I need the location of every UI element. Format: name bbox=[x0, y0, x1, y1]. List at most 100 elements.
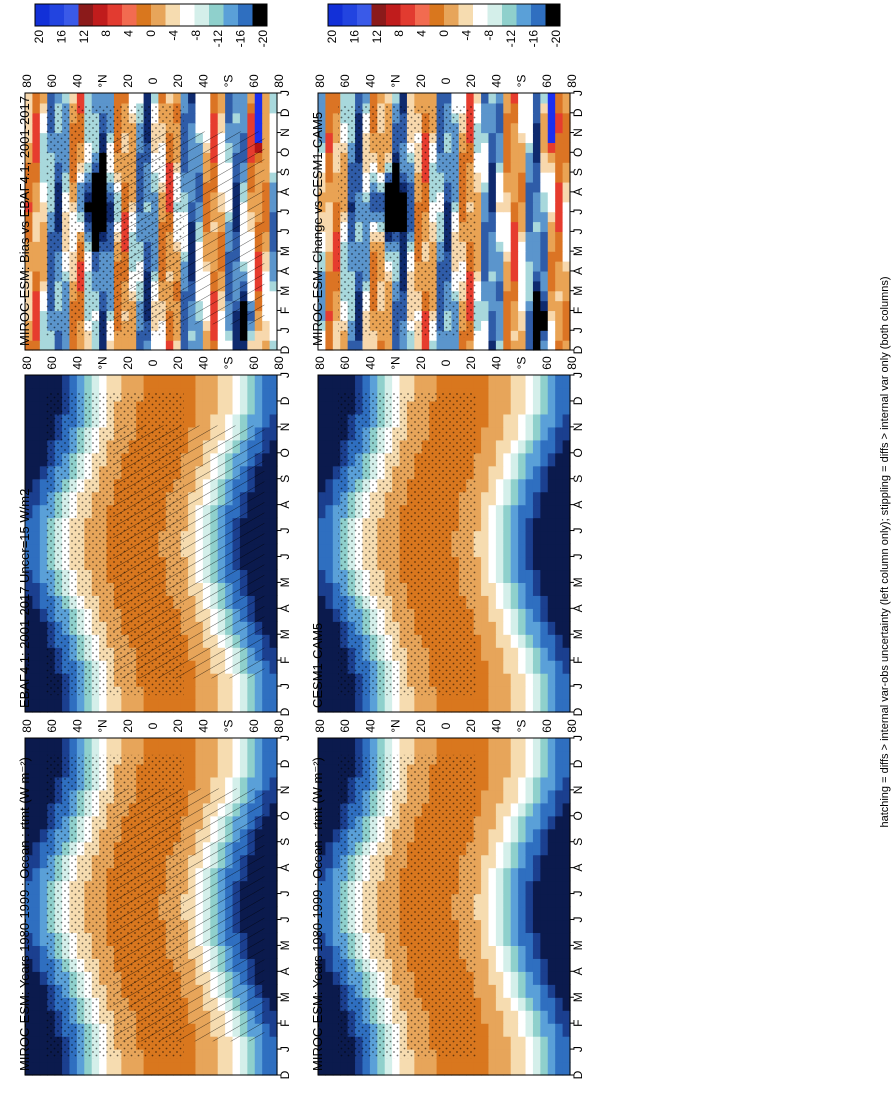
heat-cell bbox=[318, 320, 327, 331]
heat-cell bbox=[495, 621, 504, 635]
heat-cell bbox=[540, 400, 549, 415]
heat-cell bbox=[32, 112, 41, 124]
heat-cell bbox=[473, 491, 482, 506]
heat-cell bbox=[39, 634, 48, 648]
heat-cell bbox=[269, 880, 278, 895]
heat-cell bbox=[269, 231, 278, 242]
heat-cell bbox=[503, 750, 512, 765]
heat-cell bbox=[247, 400, 256, 415]
heat-cell bbox=[540, 673, 549, 687]
heat-cell bbox=[481, 1023, 490, 1037]
heat-cell bbox=[451, 340, 460, 351]
heat-cell bbox=[547, 906, 556, 921]
heat-cell bbox=[188, 673, 197, 687]
heat-cell bbox=[39, 1023, 48, 1037]
heat-cell bbox=[39, 181, 48, 193]
heat-cell bbox=[495, 1049, 504, 1063]
heat-cell bbox=[180, 738, 189, 752]
heat-cell bbox=[532, 776, 541, 791]
heat-cell bbox=[136, 93, 145, 104]
heat-cell bbox=[510, 595, 519, 609]
heat-cell bbox=[106, 699, 115, 713]
heat-cell bbox=[488, 300, 497, 312]
heat-cell bbox=[503, 595, 512, 609]
heat-cell bbox=[510, 400, 519, 415]
heat-cell bbox=[195, 320, 204, 331]
lat-tick-label: 60 bbox=[338, 719, 352, 733]
heat-cell bbox=[225, 1049, 234, 1063]
heat-cell bbox=[355, 699, 364, 713]
colorbar-swatch bbox=[93, 4, 108, 26]
heat-cell bbox=[325, 310, 334, 321]
heat-cell bbox=[562, 582, 571, 596]
heat-cell bbox=[39, 112, 48, 124]
heat-cell bbox=[532, 310, 541, 321]
heat-cell bbox=[318, 569, 327, 583]
time-tick-label: A bbox=[571, 604, 585, 612]
heat-cell bbox=[518, 400, 527, 415]
heat-cell bbox=[25, 971, 34, 985]
heat-cell bbox=[269, 1023, 278, 1037]
heat-cell bbox=[481, 310, 490, 321]
heat-cell bbox=[180, 686, 189, 700]
heat-cell bbox=[488, 997, 497, 1011]
heat-cell bbox=[525, 997, 534, 1011]
heat-cell bbox=[32, 867, 41, 882]
heat-cell bbox=[269, 634, 278, 648]
heat-cell bbox=[318, 854, 327, 869]
heat-cell bbox=[503, 660, 512, 674]
heat-cell bbox=[239, 776, 248, 791]
heat-cell bbox=[495, 387, 504, 402]
heat-cell bbox=[503, 673, 512, 687]
heat-cell bbox=[25, 634, 34, 648]
heat-cell bbox=[25, 789, 34, 804]
heat-cell bbox=[325, 919, 334, 934]
heat-cell bbox=[540, 841, 549, 856]
colorbar-swatch bbox=[78, 4, 94, 26]
heat-cell bbox=[473, 802, 482, 817]
heat-cell bbox=[32, 181, 41, 193]
heat-cell bbox=[318, 491, 327, 506]
heat-cell bbox=[269, 112, 278, 124]
heat-cell bbox=[473, 320, 482, 331]
heat-cell bbox=[32, 530, 41, 545]
heat-cell bbox=[332, 750, 341, 765]
heat-cell bbox=[254, 1036, 263, 1050]
heat-cell bbox=[532, 815, 541, 830]
heat-cell bbox=[399, 738, 408, 752]
heat-cell bbox=[269, 211, 278, 223]
heat-cell bbox=[503, 1062, 512, 1076]
heat-cell bbox=[481, 1062, 490, 1076]
heat-cell bbox=[495, 1062, 504, 1076]
heat-cell bbox=[332, 958, 341, 972]
heat-cell bbox=[436, 1062, 445, 1076]
heat-cell bbox=[325, 582, 334, 596]
heat-cell bbox=[39, 122, 48, 134]
heat-cell bbox=[540, 1023, 549, 1037]
heat-cell bbox=[503, 880, 512, 895]
heat-cell bbox=[225, 763, 234, 778]
heat-cell bbox=[510, 340, 519, 351]
heat-cell bbox=[39, 261, 48, 272]
heat-cell bbox=[488, 867, 497, 882]
heat-cell bbox=[473, 841, 482, 856]
heat-cell bbox=[518, 699, 527, 713]
heat-cell bbox=[495, 660, 504, 674]
panel-title: MIROC-ESM: Bias vs EBAF4.1; 2001-2017 bbox=[17, 96, 32, 346]
heat-cell bbox=[269, 122, 278, 134]
heat-cell bbox=[547, 290, 556, 302]
heat-cell bbox=[481, 699, 490, 713]
heat-cell bbox=[254, 763, 263, 778]
heat-cell bbox=[210, 1036, 219, 1050]
heat-cell bbox=[510, 556, 519, 571]
heat-cell bbox=[325, 893, 334, 908]
heat-cell bbox=[262, 673, 271, 687]
heat-cell bbox=[39, 867, 48, 882]
heat-cell bbox=[518, 919, 527, 934]
heat-cell bbox=[262, 478, 271, 493]
heat-cell bbox=[32, 556, 41, 571]
heat-cell bbox=[32, 1062, 41, 1076]
heat-cell bbox=[262, 660, 271, 674]
heat-cell bbox=[239, 330, 248, 341]
heat-cell bbox=[406, 1062, 415, 1076]
